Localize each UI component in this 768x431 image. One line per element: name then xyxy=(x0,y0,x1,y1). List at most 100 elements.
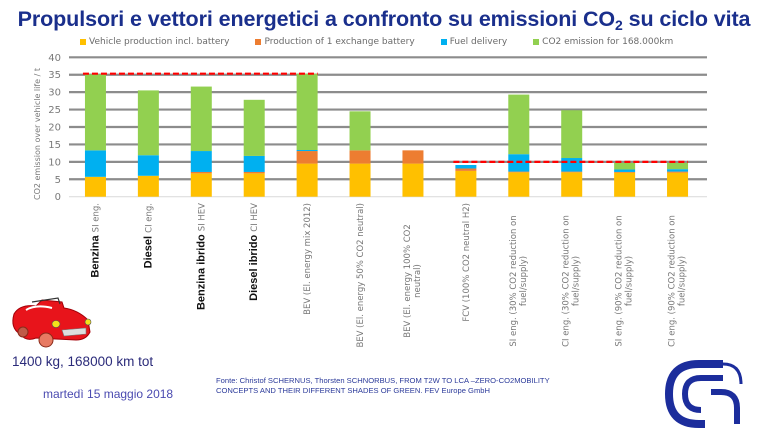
source-line-1: Fonte: Christof SCHERNUS, Thorsten SCHNO… xyxy=(216,376,550,385)
bar-segment xyxy=(561,171,583,173)
x-tick-label: SI eng. (90% CO2 reduction on xyxy=(615,215,625,346)
legend-label: Vehicle production incl. battery xyxy=(89,37,230,47)
bar-segment xyxy=(667,172,689,197)
x-tick-label-small: CI eng. xyxy=(144,203,154,233)
bar-segment xyxy=(349,163,371,197)
bar-segment xyxy=(614,162,636,170)
source-line-2: CONCEPTS AND THEIR DIFFERENT SHADES OF G… xyxy=(216,386,490,395)
y-tick-label: 30 xyxy=(48,88,61,99)
y-tick-label: 20 xyxy=(48,123,61,134)
x-category-label: CI eng. (90% CO2 reduction on fuel/supply… xyxy=(668,215,688,347)
x-tick-label: BEV (El. energy mix 2012) xyxy=(303,203,313,315)
bar-segment xyxy=(296,73,318,151)
bar-segment xyxy=(296,150,318,152)
x-tick-label-small: CI HEV xyxy=(250,203,260,232)
x-tick-label-bold: Diesel xyxy=(142,233,154,268)
source-citation: Fonte: Christof SCHERNUS, Thorsten SCHNO… xyxy=(216,376,596,396)
y-tick-label: 40 xyxy=(48,53,61,64)
x-tick-label-bold: Benzina ibrido xyxy=(195,231,207,310)
stacked-bar-chart: 0 5 10 15 20 25 30 35 40 CO2 emission over vehicl… xyxy=(33,53,707,348)
bar-segment xyxy=(455,170,477,197)
x-category-label: Diesel CI eng. xyxy=(142,203,154,268)
x-tick-label: Diesel CI eng. xyxy=(142,203,154,268)
bar-segment xyxy=(508,94,530,155)
bar-segment xyxy=(137,175,159,197)
x-tick-label-small: SI HEV xyxy=(197,203,207,231)
x-category-label: BEV (El. energy 100% CO2 neutral) xyxy=(403,224,423,338)
bar-segment xyxy=(137,90,159,156)
bar-segment xyxy=(667,169,689,172)
chart-legend: Vehicle production incl. battery Producti… xyxy=(70,37,720,47)
y-tick-label: 25 xyxy=(48,105,61,116)
bar-segment xyxy=(84,176,106,197)
cnr-logo-icon xyxy=(665,360,743,428)
legend-label: CO2 emission for 168.000km xyxy=(542,37,674,47)
bar-segment xyxy=(243,99,265,156)
bar-segment xyxy=(508,172,530,197)
x-category-label: FCV (100% CO2 neutral H2) xyxy=(462,203,472,322)
bar-segment xyxy=(402,150,424,164)
bar-segment xyxy=(84,150,106,177)
bar-segment xyxy=(667,171,689,173)
title-text: Propulsori e vettori energetici a confro… xyxy=(17,7,616,31)
vehicle-info: 1400 kg, 168000 km tot xyxy=(12,354,154,369)
x-category-label: CI eng. (30% CO2 reduction on fuel/supply… xyxy=(562,215,582,347)
bar-segment xyxy=(561,172,583,197)
y-tick-label: 15 xyxy=(48,140,61,151)
x-tick-label-bold: Diesel ibrido xyxy=(248,232,260,301)
x-category-label: BEV (El. energy mix 2012) xyxy=(303,203,313,315)
x-category-label: SI eng. (30% CO2 reduction on fuel/supply… xyxy=(509,215,529,346)
legend-item: Production of 1 exchange battery xyxy=(255,37,415,47)
x-tick-label: Diesel ibrido CI HEV xyxy=(248,203,260,301)
bar-segment xyxy=(455,168,477,171)
bar-segment xyxy=(561,158,583,172)
y-tick-label: 35 xyxy=(48,70,61,81)
x-tick-label: neutral) xyxy=(413,264,423,298)
bar-segment xyxy=(243,173,265,197)
y-tick-label: 5 xyxy=(55,175,61,186)
bar-segment xyxy=(614,172,636,197)
y-axis-label: CO2 emission over vehicle life / t xyxy=(33,68,42,200)
slide-title: Propulsori e vettori energetici a confro… xyxy=(0,7,768,33)
x-category-label: Benzina SI eng. xyxy=(89,203,101,278)
bar-segment xyxy=(349,150,371,164)
bar-segment xyxy=(349,111,371,151)
bar-segment xyxy=(614,171,636,173)
x-tick-label: fuel/supply) xyxy=(625,256,635,306)
legend-swatch xyxy=(80,39,86,45)
slide-date: martedì 15 maggio 2018 xyxy=(43,387,174,401)
legend-item: Fuel delivery xyxy=(440,37,507,47)
legend-item: CO2 emission for 168.000km xyxy=(533,37,673,47)
red-car-icon xyxy=(12,297,92,348)
bar-segment xyxy=(137,155,159,176)
x-category-label: BEV (El. energy 50% CO2 neutral) xyxy=(356,203,366,348)
bar-segment xyxy=(296,151,318,164)
x-category-label: Benzina ibrido SI HEV xyxy=(195,203,207,310)
x-tick-label-small: SI eng. xyxy=(91,203,101,232)
bar-segment xyxy=(614,169,636,172)
legend-swatch xyxy=(440,39,447,45)
x-tick-label: BEV (El. energy 100% CO2 xyxy=(403,224,413,338)
x-tick-label: Benzina SI eng. xyxy=(89,203,101,278)
bar-segment xyxy=(296,163,318,197)
x-tick-label: fuel/supply) xyxy=(572,256,582,306)
title-text-end: su ciclo vita xyxy=(622,7,751,31)
legend-item: Vehicle production incl. battery xyxy=(80,37,229,47)
bar-segment xyxy=(561,110,583,159)
bar-segment xyxy=(190,173,212,197)
x-category-label: Diesel ibrido CI HEV xyxy=(248,203,260,301)
title-subscript: 2 xyxy=(615,17,623,33)
y-tick-label: 10 xyxy=(48,157,61,168)
bar-segment xyxy=(190,171,212,174)
bar-segment xyxy=(243,155,265,172)
x-tick-label-bold: Benzina xyxy=(89,232,101,277)
bar-segment xyxy=(190,86,212,152)
x-tick-label: CI eng. (90% CO2 reduction on xyxy=(668,215,678,347)
x-tick-label: BEV (El. energy 50% CO2 neutral) xyxy=(356,203,366,348)
bar-segment xyxy=(243,171,265,174)
x-tick-label: Benzina ibrido SI HEV xyxy=(195,203,207,310)
y-tick-label: 0 xyxy=(55,192,61,203)
legend-swatch xyxy=(533,39,540,45)
x-tick-label: fuel/supply) xyxy=(519,256,529,306)
x-tick-label: SI eng. (30% CO2 reduction on xyxy=(509,215,519,346)
